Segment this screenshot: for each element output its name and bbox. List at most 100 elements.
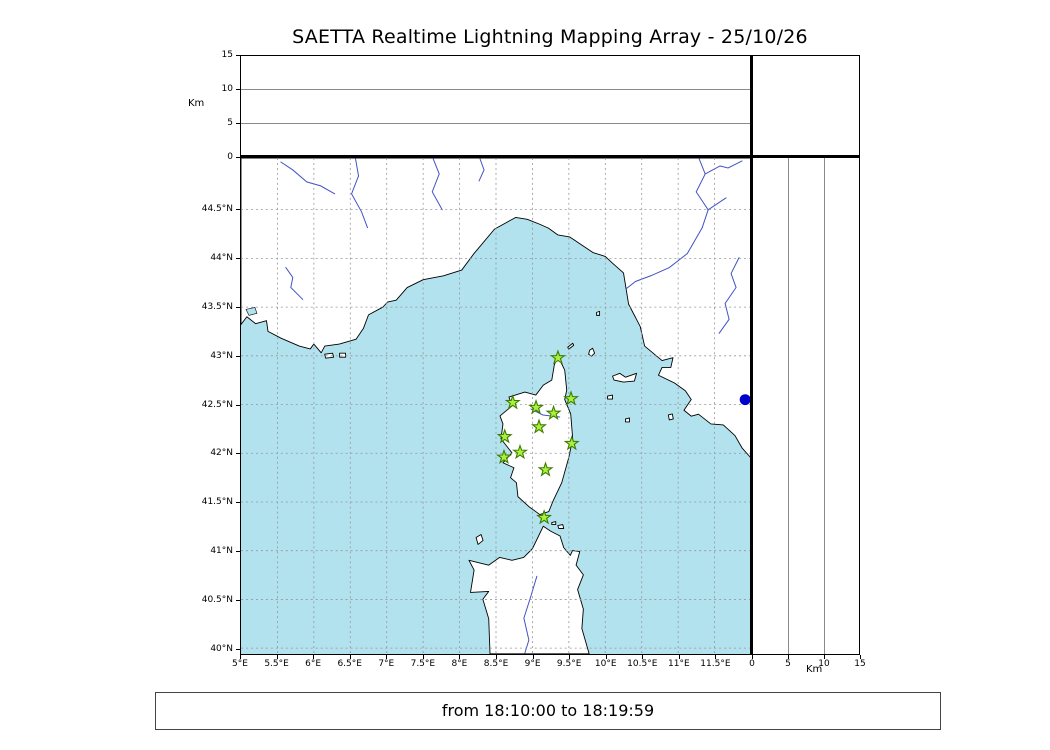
lightning-event-dot bbox=[739, 394, 751, 406]
tick-label: 11.5°E bbox=[700, 659, 731, 669]
altitude-panel-right bbox=[752, 157, 860, 655]
tick-mark bbox=[459, 655, 461, 659]
tick-mark bbox=[236, 55, 240, 56]
tick-mark bbox=[236, 89, 240, 90]
tick-label: 10°E bbox=[594, 659, 617, 669]
tick-label: 9°E bbox=[524, 659, 541, 669]
tick-label: 10 bbox=[818, 659, 830, 669]
tick-mark bbox=[236, 600, 240, 602]
island-maddalena-2 bbox=[551, 521, 557, 525]
lma-station-star bbox=[545, 404, 562, 421]
island-gorgona bbox=[596, 310, 601, 316]
lagoon-berre bbox=[245, 307, 258, 316]
island-giglio bbox=[667, 413, 674, 421]
tick-label: 44°N bbox=[210, 252, 233, 263]
tick-mark bbox=[788, 655, 789, 659]
tick-mark bbox=[236, 404, 240, 406]
tick-mark bbox=[236, 257, 240, 259]
lma-station-star bbox=[512, 443, 529, 460]
lma-station-star bbox=[528, 399, 545, 415]
river-verdon bbox=[285, 267, 304, 300]
tick-label: 6.5°E bbox=[337, 659, 362, 669]
tick-mark bbox=[349, 655, 351, 659]
river-tanaro bbox=[431, 158, 443, 211]
tick-label: 43.5°N bbox=[201, 301, 233, 312]
tick-label: 11°E bbox=[668, 659, 690, 669]
map-panel bbox=[240, 157, 752, 655]
tick-mark bbox=[236, 208, 240, 210]
tick-mark bbox=[715, 655, 717, 659]
river-durance bbox=[280, 161, 336, 195]
tick-label: 9.5°E bbox=[556, 659, 582, 669]
island-asinara bbox=[475, 534, 484, 545]
corsica-island bbox=[499, 355, 574, 516]
stations-and-events bbox=[495, 349, 751, 525]
time-window-box: from 18:10:00 to 18:19:59 bbox=[155, 692, 941, 730]
tick-label: 0 bbox=[749, 659, 755, 669]
lma-station-star bbox=[504, 394, 521, 410]
tick-mark bbox=[276, 655, 278, 659]
tick-label: 7°E bbox=[378, 659, 395, 669]
altitude-gridline-5km bbox=[241, 123, 751, 124]
river-tirso bbox=[523, 575, 538, 654]
tick-label: 44.5°N bbox=[201, 203, 233, 214]
island-montecristo bbox=[625, 417, 630, 423]
tick-mark bbox=[236, 502, 240, 504]
tick-label: 40.5°N bbox=[201, 595, 233, 606]
tick-label: 41°N bbox=[210, 546, 233, 557]
lma-station-star bbox=[549, 349, 566, 365]
tick-mark bbox=[569, 655, 571, 659]
mediterranean-map bbox=[241, 158, 751, 654]
tick-label: 41.5°N bbox=[201, 497, 233, 508]
lma-station-star bbox=[563, 390, 580, 406]
tick-label: 43°N bbox=[210, 350, 233, 361]
tick-label: 5 bbox=[227, 118, 233, 128]
tick-label: 8.5°E bbox=[483, 659, 509, 669]
corner-panel bbox=[752, 55, 860, 157]
tick-mark bbox=[678, 655, 680, 659]
lma-station-star bbox=[563, 435, 580, 451]
tick-label: 8°E bbox=[451, 659, 468, 669]
altitude-gridline-10km bbox=[241, 89, 751, 90]
tick-mark bbox=[313, 655, 315, 659]
tick-mark bbox=[240, 655, 241, 659]
tick-mark bbox=[752, 655, 753, 659]
tick-label: 10 bbox=[221, 84, 233, 94]
island-capraia bbox=[588, 347, 596, 357]
km-axis-label-top: Km bbox=[188, 98, 205, 109]
tick-mark bbox=[236, 355, 240, 357]
tick-label: 15 bbox=[221, 50, 233, 60]
river-po-tributary bbox=[478, 158, 485, 182]
sardinia-island bbox=[468, 525, 590, 654]
river-arno-upper bbox=[695, 158, 709, 229]
tick-mark bbox=[236, 453, 240, 455]
map-graticule bbox=[241, 158, 751, 654]
tick-label: 5°E bbox=[232, 659, 248, 669]
tick-mark bbox=[386, 655, 388, 659]
tick-mark bbox=[642, 655, 644, 659]
tick-mark bbox=[236, 306, 240, 308]
tick-label: 5 bbox=[785, 659, 791, 669]
axis-spine-thick-vertical bbox=[750, 55, 753, 655]
km-axis-label-right: Km bbox=[806, 664, 823, 675]
tick-label: 40°N bbox=[210, 644, 233, 655]
river-ombrone bbox=[718, 257, 740, 334]
time-window-text: from 18:10:00 to 18:19:59 bbox=[441, 701, 655, 720]
tick-mark bbox=[422, 655, 424, 659]
tick-mark bbox=[860, 655, 861, 659]
tick-label: 42.5°N bbox=[201, 399, 233, 410]
island-elba bbox=[612, 372, 637, 383]
tick-label: 5.5°E bbox=[264, 659, 289, 669]
lma-station-star bbox=[537, 461, 554, 477]
chart-title: SAETTA Realtime Lightning Mapping Array … bbox=[292, 26, 808, 48]
altitude-panel-top bbox=[240, 55, 752, 157]
river-arno-lower bbox=[625, 227, 703, 289]
lma-station-star bbox=[536, 509, 553, 525]
lma-station-star bbox=[496, 428, 513, 444]
island-pianosa bbox=[607, 394, 613, 400]
river-var bbox=[351, 158, 369, 229]
island-port-cros bbox=[339, 352, 347, 358]
mainland-coastline bbox=[241, 158, 751, 459]
lma-station-star bbox=[530, 418, 548, 434]
island-porquerolles bbox=[324, 352, 335, 359]
